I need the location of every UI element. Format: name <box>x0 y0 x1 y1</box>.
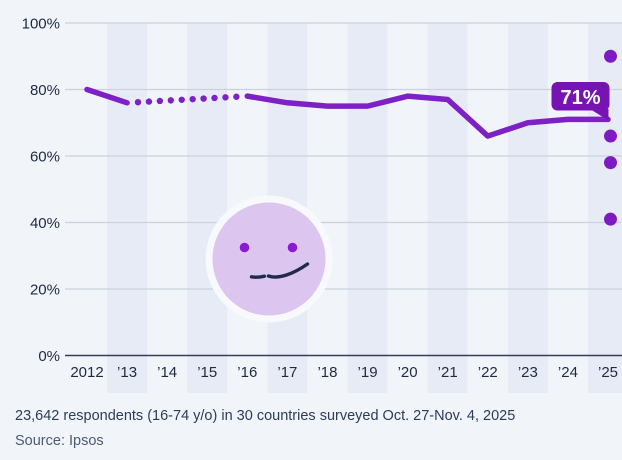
trend-line-solid-early <box>84 86 130 106</box>
year-column-band <box>107 23 148 393</box>
value-callout-box <box>551 82 610 111</box>
trend-line-dotted-gap-dot <box>145 98 153 105</box>
smiley-face <box>212 202 326 316</box>
x-axis-tick-label: ’16 <box>237 364 257 381</box>
x-axis-tick-label: ’17 <box>277 364 297 381</box>
trend-line-dotted-gap-dot <box>211 94 218 102</box>
x-axis-tick-label: 2012 <box>70 364 103 381</box>
scatter-dot-2025 <box>604 156 617 170</box>
trend-line-dotted-gap-dot <box>156 97 164 105</box>
year-column-band <box>347 23 388 393</box>
year-column-band <box>507 23 548 393</box>
trend-line-dotted-gap-dot <box>222 94 229 101</box>
year-column-band <box>588 23 622 393</box>
x-axis-tick-label: ’22 <box>478 364 498 381</box>
value-callout-label: 71% <box>560 87 600 109</box>
y-axis-tick-label: 40% <box>30 215 60 232</box>
value-callout-tail <box>590 109 609 121</box>
scatter-dot-2025 <box>604 49 617 63</box>
chart-footer: 23,642 respondents (16-74 y/o) in 30 cou… <box>15 404 515 454</box>
y-axis-tick-label: 100% <box>22 16 60 33</box>
y-axis-tick-label: 60% <box>30 149 60 166</box>
chart-source: Source: Ipsos <box>15 433 104 449</box>
y-axis-tick-label: 20% <box>30 282 60 299</box>
trend-line-dotted-gap-dot <box>167 97 174 104</box>
smiley-eye-right <box>287 242 298 253</box>
year-column-band <box>427 23 468 393</box>
trend-line-dotted-gap-dot <box>178 96 185 103</box>
x-axis-tick-label: ’18 <box>317 364 337 381</box>
scatter-dot-2025 <box>604 129 617 143</box>
year-column-band <box>187 23 228 393</box>
x-axis-tick-label: ’24 <box>558 364 578 381</box>
x-axis-tick-label: ’15 <box>197 364 217 381</box>
smiley-mouth-dash <box>249 274 267 279</box>
trend-line-dotted-gap-dot <box>200 95 207 102</box>
smiley-face-illustration <box>205 195 333 323</box>
chart-footnote: 23,642 respondents (16-74 y/o) in 30 cou… <box>15 408 516 424</box>
value-callout: 71% <box>551 82 610 121</box>
scatter-dot-2025 <box>604 212 617 226</box>
y-axis-tick-label: 80% <box>30 82 60 99</box>
trend-line-dotted-gap-dot <box>189 95 196 103</box>
x-axis-tick-label: ’23 <box>518 364 538 381</box>
line-chart-plot: 0% 20% 40% 60% 80% 100% 2012 ’13 ’14 ’15 ’16 ’17 ’18… <box>21 15 622 393</box>
x-axis-tick-label: ’13 <box>117 364 137 381</box>
x-axis-tick-label: ’21 <box>438 364 458 381</box>
smiley-eye-left <box>239 242 250 253</box>
y-axis-tick-label: 0% <box>38 348 60 365</box>
x-axis-tick-label: ’19 <box>358 364 378 381</box>
trend-line-dotted-gap-dot <box>134 98 142 106</box>
trend-line-solid-recent <box>244 93 611 139</box>
x-axis-tick-label: ’14 <box>157 364 177 381</box>
x-axis-tick-label: ’20 <box>398 364 418 381</box>
smiley-mouth-smirk <box>266 262 310 279</box>
x-axis-tick-label: ’25 <box>598 364 618 381</box>
trend-line-dotted-gap-dot <box>233 93 240 100</box>
